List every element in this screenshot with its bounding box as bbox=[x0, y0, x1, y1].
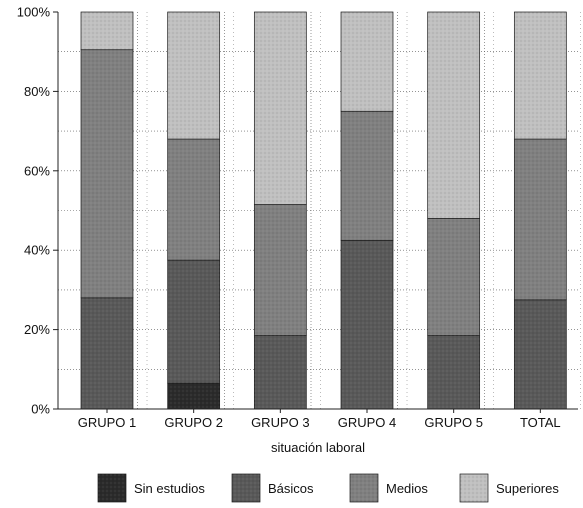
bar-segment-texture bbox=[167, 139, 220, 261]
x-tick-label: GRUPO 5 bbox=[424, 415, 483, 430]
legend-swatch-texture bbox=[232, 474, 260, 502]
x-tick-label: GRUPO 4 bbox=[338, 415, 397, 430]
legend-label: Medios bbox=[386, 481, 428, 496]
axes: 0% 20% 40% 60% 80% 100% GRUPO 1 GRUPO 2 GRUPO 3 G… bbox=[17, 5, 578, 430]
y-tick-label: 100% bbox=[17, 5, 51, 20]
legend-item: Medios bbox=[349, 473, 428, 503]
bar-segment-texture bbox=[514, 12, 567, 140]
legend-swatch-texture bbox=[350, 474, 378, 502]
legend-label: Sin estudios bbox=[134, 481, 205, 496]
y-tick-label: 20% bbox=[24, 322, 50, 337]
bar-segment-texture bbox=[254, 335, 307, 409]
x-axis-title: situación laboral bbox=[271, 440, 365, 455]
bar-segment-texture bbox=[81, 49, 133, 298]
x-tick-label: TOTAL bbox=[520, 415, 561, 430]
legend-item: Superiores bbox=[459, 473, 559, 503]
bar-segment-texture bbox=[341, 111, 393, 241]
bar-segment-texture bbox=[254, 204, 307, 336]
legend-label: Superiores bbox=[496, 481, 559, 496]
bar-segment-texture bbox=[81, 297, 133, 409]
bar-segment-texture bbox=[514, 299, 567, 409]
y-tick-label: 60% bbox=[24, 163, 50, 178]
bar-segment-texture bbox=[341, 12, 393, 112]
x-tick-label: GRUPO 2 bbox=[164, 415, 223, 430]
grid bbox=[58, 12, 581, 409]
bar-segment-texture bbox=[167, 260, 220, 384]
y-tick-label: 40% bbox=[24, 243, 50, 258]
bar-segment-texture bbox=[427, 335, 480, 409]
bar-segment-texture bbox=[427, 218, 480, 336]
legend-item: Básicos bbox=[231, 473, 314, 503]
bar-segment-texture bbox=[81, 12, 133, 50]
bar-segment-texture bbox=[167, 383, 220, 409]
y-tick-label: 80% bbox=[24, 84, 50, 99]
legend-item: Sin estudios bbox=[97, 473, 205, 503]
legend-swatch-texture bbox=[98, 474, 126, 502]
x-tick-label: GRUPO 3 bbox=[251, 415, 310, 430]
bars bbox=[80, 11, 567, 410]
legend-label: Básicos bbox=[268, 481, 314, 496]
bar-segment-texture bbox=[254, 12, 307, 205]
bar-segment-texture bbox=[427, 12, 480, 219]
x-tick-label: GRUPO 1 bbox=[78, 415, 137, 430]
legend: Sin estudios Básicos Medios Superiores bbox=[97, 473, 559, 503]
legend-swatch-texture bbox=[460, 474, 488, 502]
bar-segment-texture bbox=[514, 139, 567, 300]
bar-segment-texture bbox=[167, 12, 220, 140]
y-tick-label: 0% bbox=[31, 402, 50, 417]
bar-segment-texture bbox=[341, 240, 393, 409]
